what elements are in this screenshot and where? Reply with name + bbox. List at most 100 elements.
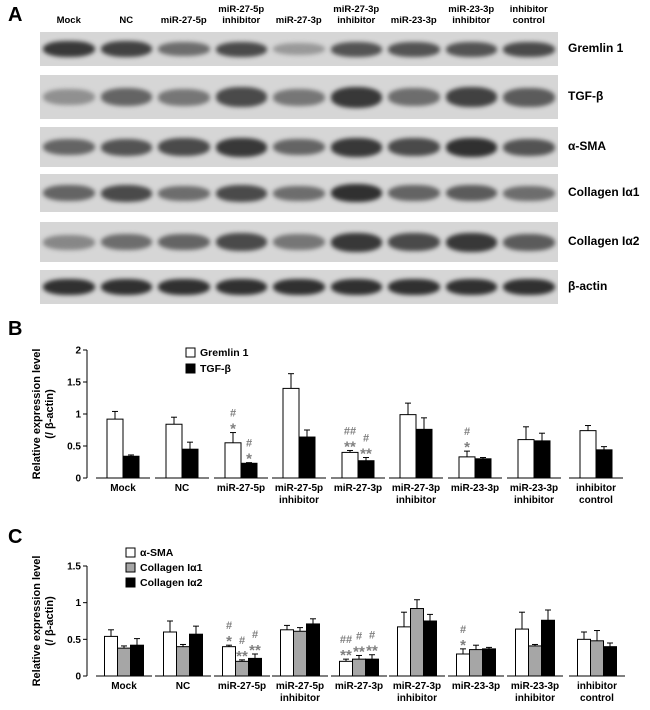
bar xyxy=(306,623,320,677)
blot-band xyxy=(215,279,267,295)
x-tick-label: miR-27-5p xyxy=(218,681,266,692)
significance-hash: # xyxy=(464,426,470,438)
bar xyxy=(357,460,375,479)
x-tick-label-line: inhibitor xyxy=(280,693,320,704)
y-axis-label-line: Relative expression level xyxy=(31,349,43,480)
blot-band xyxy=(158,185,210,201)
band-label: Gremlin 1 xyxy=(568,41,624,55)
x-tick-label: miR-27-3p inhibitor xyxy=(392,483,440,506)
blot-band xyxy=(100,184,152,202)
bar xyxy=(117,647,131,677)
y-axis-label-line: (/ β-actin) xyxy=(44,596,56,646)
x-tick-label: miR-27-3p inhibitor xyxy=(393,681,441,704)
x-tick-label: Mock xyxy=(111,681,137,692)
blot-band xyxy=(330,137,382,157)
bar-chart-b: Relative expression level(/ β-actin) 0 0.5… xyxy=(31,346,623,506)
blot-band xyxy=(100,41,152,57)
blot-band xyxy=(273,185,325,201)
bar xyxy=(341,451,359,479)
blot-band xyxy=(388,279,440,295)
legend-label: α-SMA xyxy=(140,547,174,559)
significance-star: * xyxy=(246,451,252,468)
blot-strip xyxy=(40,174,558,212)
blot-band xyxy=(273,139,325,155)
significance-star: * xyxy=(226,633,232,650)
x-tick-label: miR-27-5p inhibitor xyxy=(276,681,324,704)
bar xyxy=(415,428,433,479)
x-tick-label-line: miR-27-3p xyxy=(393,681,441,692)
x-tick-label-line: miR-23-3p xyxy=(511,681,559,692)
x-tick-label-line: inhibitor xyxy=(396,495,436,506)
bar xyxy=(224,442,242,479)
y-axis-label-line: Relative expression level xyxy=(31,556,43,687)
blot-band xyxy=(43,41,95,57)
blot-strip xyxy=(40,222,558,262)
x-tick-label-line: control xyxy=(580,693,614,704)
x-tick-label: NC xyxy=(175,483,189,494)
lane-label: Mock xyxy=(56,15,81,26)
blot-band xyxy=(445,41,497,57)
panel-letter-c: C xyxy=(8,526,23,548)
band-label: α-SMA xyxy=(568,139,607,153)
blot-strip xyxy=(40,270,558,304)
blot-band xyxy=(330,41,382,57)
significance-hash: # xyxy=(460,624,466,636)
bar xyxy=(399,414,417,479)
x-tick-label-line: control xyxy=(579,495,613,506)
y-tick-label: 1 xyxy=(75,598,81,609)
bar xyxy=(456,653,470,677)
x-tick-label: miR-23-3p xyxy=(451,483,499,494)
legend-label: TGF-β xyxy=(200,363,231,375)
x-tick-label-line: inhibitor xyxy=(576,483,616,494)
x-tick-label: miR-27-3p xyxy=(334,483,382,494)
bar xyxy=(541,619,555,677)
significance-hash: ## xyxy=(344,425,356,437)
legend-label: Collagen Iα2 xyxy=(140,577,203,589)
x-tick-label-line: miR-23-3p xyxy=(510,483,558,494)
bar xyxy=(352,658,366,677)
blot-band xyxy=(330,184,382,202)
bar xyxy=(590,640,604,677)
x-tick-label: miR-27-5p xyxy=(217,483,265,494)
bar xyxy=(293,630,307,677)
y-axis-label: Relative expression level(/ β-actin) xyxy=(31,556,56,687)
x-tick-label-line: miR-27-3p xyxy=(335,681,383,692)
lane-label: miR-27-5p xyxy=(160,15,207,26)
bar xyxy=(423,620,437,677)
y-tick-label: 1 xyxy=(75,410,81,421)
band-label: TGF-β xyxy=(568,89,604,103)
blot-band xyxy=(158,138,210,156)
x-tick-label-line: miR-27-5p xyxy=(218,681,266,692)
blot-band xyxy=(43,279,95,295)
blot-band xyxy=(445,232,497,252)
bar xyxy=(469,649,483,677)
legend-swatch xyxy=(185,363,196,374)
x-tick-label: inhibitor control xyxy=(577,681,617,704)
blot-band xyxy=(215,87,267,107)
blot-band xyxy=(388,185,440,201)
x-tick-label: inhibitor control xyxy=(576,483,616,506)
x-tick-label-line: miR-23-3p xyxy=(452,681,500,692)
blot-band xyxy=(100,88,152,106)
bar xyxy=(515,628,529,677)
bar xyxy=(533,440,551,479)
x-tick-label-line: inhibitor xyxy=(514,495,554,506)
significance-hash: # xyxy=(230,408,236,420)
lane-label: miR-23-3p inhibitor xyxy=(448,4,495,26)
blot-band xyxy=(158,234,210,250)
x-tick-label-line: inhibitor xyxy=(279,495,319,506)
significance-hash: # xyxy=(226,620,232,632)
bar xyxy=(298,436,316,479)
bar xyxy=(130,644,144,677)
x-tick-label: NC xyxy=(176,681,190,692)
significance-hash: # xyxy=(356,630,362,642)
x-tick-label-line: NC xyxy=(176,681,190,692)
significance-hash: # xyxy=(239,635,245,647)
blot-band xyxy=(273,234,325,250)
blot-band xyxy=(100,279,152,295)
lane-label: miR-27-5p inhibitor xyxy=(218,4,265,26)
x-tick-label-line: inhibitor xyxy=(397,693,437,704)
bar xyxy=(517,439,535,479)
bar xyxy=(577,638,591,677)
y-tick-label: 0.5 xyxy=(67,635,81,646)
